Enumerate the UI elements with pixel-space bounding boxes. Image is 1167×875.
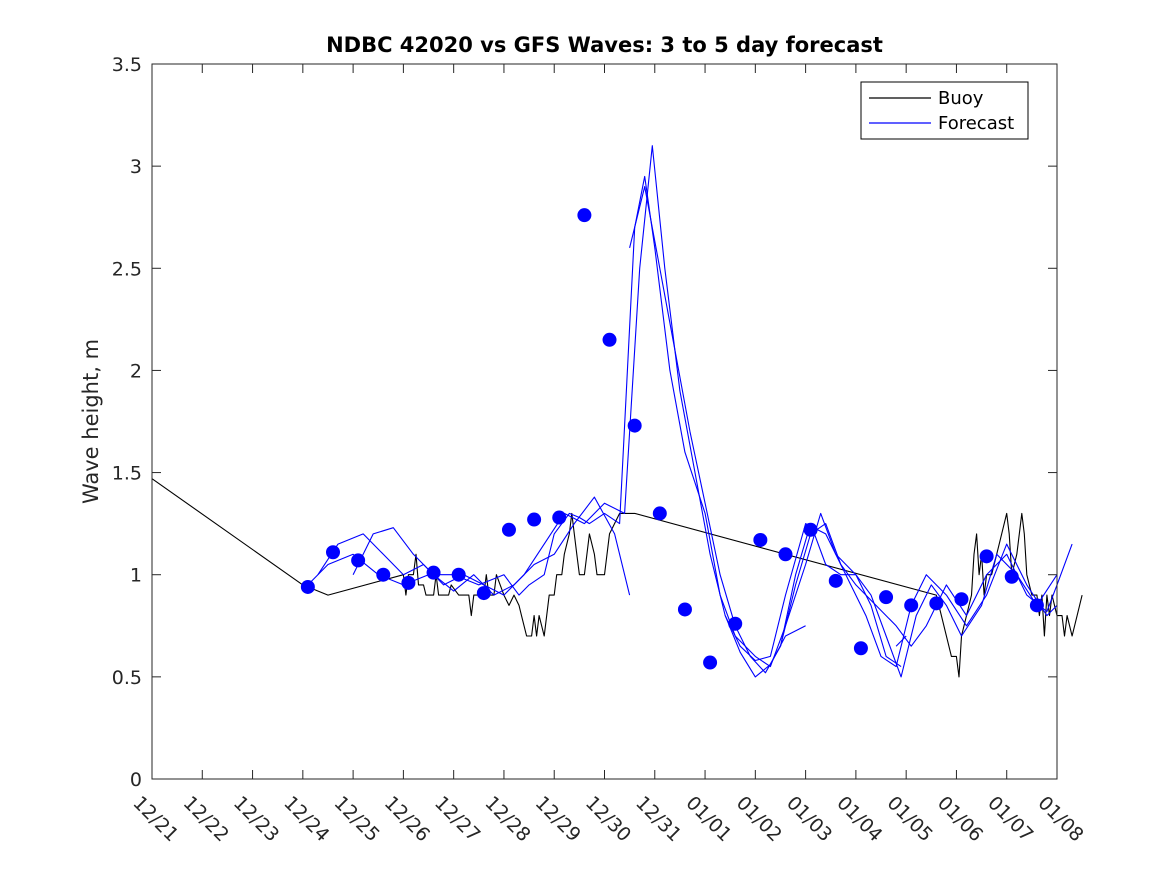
forecast-point xyxy=(577,208,592,223)
series-line-forecast-a xyxy=(307,175,1058,678)
forecast-point xyxy=(300,579,315,594)
y-tick-label: 2.5 xyxy=(112,258,142,280)
y-tick-label: 2 xyxy=(130,360,142,382)
series-line-forecast-c xyxy=(352,496,631,596)
y-tick-label: 3.5 xyxy=(112,54,142,76)
forecast-point xyxy=(753,532,768,547)
forecast-point xyxy=(1029,598,1044,613)
x-tick-label: 12/24 xyxy=(279,792,333,846)
forecast-point xyxy=(728,616,743,631)
forecast-point xyxy=(1004,569,1019,584)
legend-label-forecast: Forecast xyxy=(938,113,1014,134)
y-axis-label: Wave height, m xyxy=(79,339,103,504)
forecast-point xyxy=(326,545,340,560)
x-tick-label: 12/25 xyxy=(330,792,384,846)
legend: Buoy Forecast xyxy=(860,81,1029,140)
series-line-forecast-b xyxy=(317,145,1058,668)
forecast-point xyxy=(677,602,692,617)
forecast-point xyxy=(853,641,868,656)
forecast-point xyxy=(803,522,818,537)
x-tick-label: 12/21 xyxy=(128,792,182,846)
axes-box xyxy=(151,63,1058,780)
series-line-forecast-d xyxy=(629,186,1073,674)
legend-box xyxy=(860,81,1029,140)
axis-ticks xyxy=(151,63,1058,780)
forecast-point xyxy=(778,547,793,562)
y-tick-label: 0 xyxy=(130,769,142,791)
forecast-point xyxy=(904,598,919,613)
x-tick-label: 12/30 xyxy=(581,792,635,846)
forecast-point xyxy=(451,567,466,582)
forecast-point xyxy=(501,522,516,537)
forecast-point xyxy=(627,418,642,433)
forecast-point xyxy=(426,565,441,580)
x-tick-labels: 12/2112/2212/2312/2412/2512/2612/2712/28… xyxy=(128,792,1087,846)
x-tick-label: 12/27 xyxy=(430,792,484,846)
marker-layer xyxy=(300,208,1044,670)
legend-label-buoy: Buoy xyxy=(938,88,984,109)
forecast-point xyxy=(401,575,416,590)
forecast-point xyxy=(828,573,843,588)
x-tick-label: 01/05 xyxy=(883,792,937,846)
x-tick-label: 01/08 xyxy=(1033,792,1087,846)
forecast-point xyxy=(552,510,567,525)
forecast-point xyxy=(652,506,667,521)
y-tick-label: 0.5 xyxy=(112,667,142,689)
forecast-point xyxy=(476,586,491,601)
y-tick-label: 1.5 xyxy=(112,463,142,485)
forecast-point xyxy=(376,567,391,582)
x-tick-label: 12/22 xyxy=(179,792,233,846)
x-tick-label: 12/26 xyxy=(380,792,434,846)
chart-title: NDBC 42020 vs GFS Waves: 3 to 5 day fore… xyxy=(326,33,883,57)
y-tick-label: 1 xyxy=(130,565,142,587)
forecast-point xyxy=(703,655,718,670)
y-tick-label: 3 xyxy=(130,156,142,178)
x-tick-label: 12/29 xyxy=(531,792,585,846)
series-layer xyxy=(151,145,1083,678)
x-tick-label: 01/03 xyxy=(782,792,836,846)
x-tick-label: 12/31 xyxy=(631,792,685,846)
series-line-forecast-g xyxy=(779,523,902,668)
forecast-point xyxy=(527,512,542,527)
y-tick-labels: 0 0.5 1 1.5 2 2.5 3 3.5 xyxy=(112,54,142,791)
x-tick-label: 12/23 xyxy=(229,792,283,846)
forecast-point xyxy=(602,332,617,347)
forecast-point xyxy=(979,549,994,564)
x-tick-label: 01/07 xyxy=(983,792,1037,846)
x-tick-label: 01/04 xyxy=(832,792,886,846)
series-line-buoy xyxy=(151,478,1083,678)
forecast-point xyxy=(929,596,944,611)
forecast-point xyxy=(954,592,969,607)
x-tick-label: 01/06 xyxy=(933,792,987,846)
series-line-forecast-f xyxy=(895,635,907,647)
forecast-point xyxy=(351,553,366,568)
x-tick-label: 01/01 xyxy=(682,792,736,846)
x-tick-label: 01/02 xyxy=(732,792,786,846)
series-line-forecast-e xyxy=(724,615,806,678)
x-tick-label: 12/28 xyxy=(480,792,534,846)
forecast-point xyxy=(879,590,894,605)
